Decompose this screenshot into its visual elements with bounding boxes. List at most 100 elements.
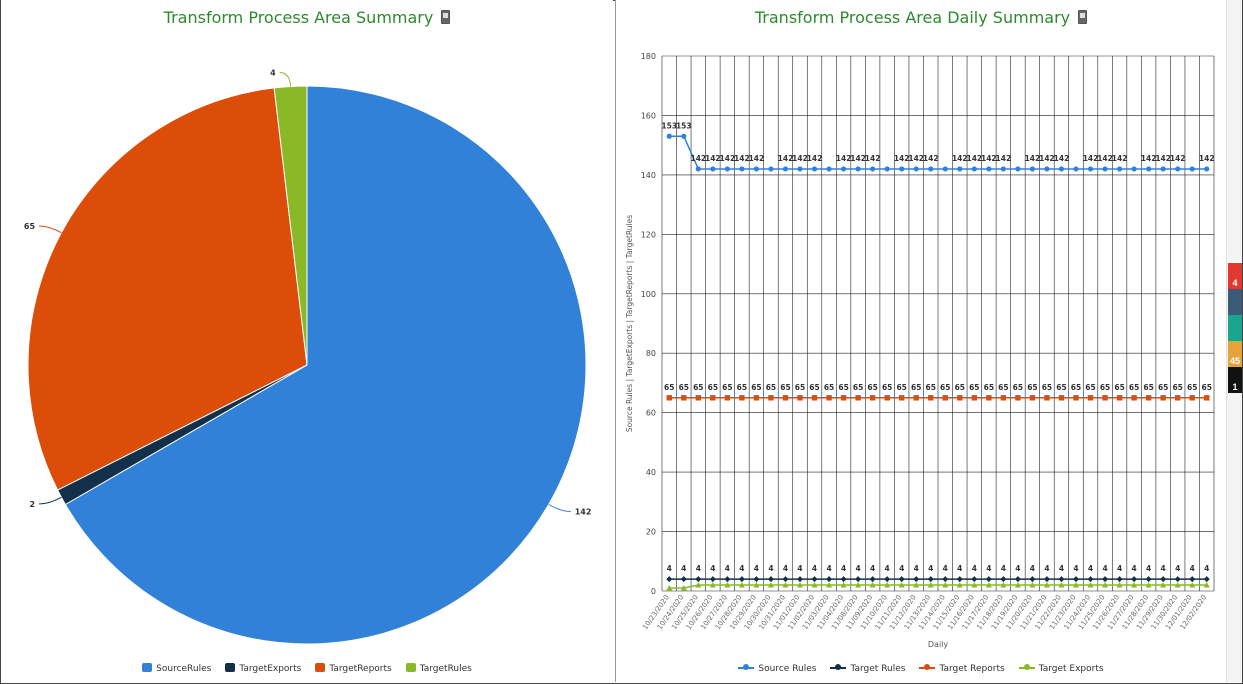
data-point[interactable] xyxy=(680,585,687,591)
data-point[interactable] xyxy=(971,576,978,583)
data-point[interactable] xyxy=(1043,582,1050,588)
data-point[interactable] xyxy=(942,582,949,588)
data-point[interactable] xyxy=(869,395,876,401)
data-point[interactable] xyxy=(1204,166,1210,172)
data-point[interactable] xyxy=(971,395,978,401)
data-point[interactable] xyxy=(1204,395,1210,401)
data-point[interactable] xyxy=(927,576,934,583)
data-point[interactable] xyxy=(1073,395,1079,401)
data-point[interactable] xyxy=(695,166,701,172)
data-point[interactable] xyxy=(1073,582,1079,588)
data-point[interactable] xyxy=(1116,576,1123,583)
legend-item[interactable]: Target Reports xyxy=(919,663,1005,674)
legend-item[interactable]: TargetExports xyxy=(225,663,301,674)
data-point[interactable] xyxy=(738,576,745,583)
data-point[interactable] xyxy=(1058,166,1065,172)
data-point[interactable] xyxy=(898,582,905,588)
data-point[interactable] xyxy=(855,576,862,583)
data-point[interactable] xyxy=(826,166,832,172)
data-point[interactable] xyxy=(1102,582,1109,588)
data-point[interactable] xyxy=(1160,582,1167,588)
data-point[interactable] xyxy=(1000,395,1007,401)
data-point[interactable] xyxy=(957,395,963,401)
data-point[interactable] xyxy=(724,582,731,588)
data-point[interactable] xyxy=(840,576,847,583)
data-point[interactable] xyxy=(1087,166,1094,172)
data-point[interactable] xyxy=(1087,582,1094,588)
data-point[interactable] xyxy=(1029,166,1036,172)
book-icon[interactable] xyxy=(1228,315,1242,341)
data-point[interactable] xyxy=(1029,395,1036,401)
data-point[interactable] xyxy=(1116,166,1123,172)
data-point[interactable] xyxy=(1015,395,1021,401)
data-point[interactable] xyxy=(971,166,977,172)
data-point[interactable] xyxy=(1116,582,1123,588)
data-point[interactable] xyxy=(710,395,716,401)
data-point[interactable] xyxy=(1175,166,1181,172)
data-point[interactable] xyxy=(899,166,905,172)
data-point[interactable] xyxy=(928,166,934,172)
data-point[interactable] xyxy=(724,395,731,401)
data-point[interactable] xyxy=(1000,166,1006,172)
data-point[interactable] xyxy=(1044,166,1050,172)
data-point[interactable] xyxy=(986,166,992,172)
data-point[interactable] xyxy=(811,582,818,588)
legend-item[interactable]: Target Rules xyxy=(830,663,905,674)
data-point[interactable] xyxy=(1160,166,1166,172)
data-point[interactable] xyxy=(1087,576,1094,583)
data-point[interactable] xyxy=(1058,395,1065,401)
gear-icon[interactable]: 45 xyxy=(1228,341,1242,367)
data-point[interactable] xyxy=(1160,576,1167,583)
data-point[interactable] xyxy=(768,395,774,401)
data-point[interactable] xyxy=(1014,576,1021,583)
data-point[interactable] xyxy=(1189,395,1195,401)
data-point[interactable] xyxy=(884,166,890,172)
data-point[interactable] xyxy=(869,582,876,588)
data-point[interactable] xyxy=(709,582,716,588)
data-point[interactable] xyxy=(811,166,818,172)
data-point[interactable] xyxy=(1131,582,1138,588)
data-point[interactable] xyxy=(753,576,760,583)
data-point[interactable] xyxy=(1174,582,1181,588)
data-point[interactable] xyxy=(1145,395,1152,401)
data-point[interactable] xyxy=(768,166,774,172)
data-point[interactable] xyxy=(811,576,818,583)
data-point[interactable] xyxy=(1131,166,1137,172)
data-point[interactable] xyxy=(681,395,687,401)
data-point[interactable] xyxy=(1102,576,1109,583)
data-point[interactable] xyxy=(1203,582,1210,588)
data-point[interactable] xyxy=(913,582,920,588)
data-point[interactable] xyxy=(826,576,833,583)
data-point[interactable] xyxy=(1000,576,1007,583)
data-point[interactable] xyxy=(1116,395,1123,401)
data-point[interactable] xyxy=(898,395,905,401)
data-point[interactable] xyxy=(797,395,803,401)
data-point[interactable] xyxy=(1189,582,1196,588)
data-point[interactable] xyxy=(782,166,789,172)
data-point[interactable] xyxy=(782,395,789,401)
data-point[interactable] xyxy=(767,576,774,583)
data-point[interactable] xyxy=(985,576,992,583)
data-point[interactable] xyxy=(1189,576,1196,583)
data-point[interactable] xyxy=(840,166,847,172)
data-point[interactable] xyxy=(927,582,934,588)
data-point[interactable] xyxy=(870,166,876,172)
data-point[interactable] xyxy=(724,576,731,583)
data-point[interactable] xyxy=(884,395,890,401)
data-point[interactable] xyxy=(1102,166,1108,172)
data-point[interactable] xyxy=(840,582,847,588)
data-point[interactable] xyxy=(767,582,774,588)
data-point[interactable] xyxy=(884,582,891,588)
data-point[interactable] xyxy=(1160,395,1166,401)
data-point[interactable] xyxy=(1058,576,1065,583)
data-point[interactable] xyxy=(695,582,702,588)
data-point[interactable] xyxy=(666,576,673,583)
legend-item[interactable]: SourceRules xyxy=(142,663,211,674)
data-point[interactable] xyxy=(1146,166,1152,172)
data-point[interactable] xyxy=(1189,166,1195,172)
data-point[interactable] xyxy=(913,395,919,401)
data-point[interactable] xyxy=(710,166,716,172)
data-point[interactable] xyxy=(855,582,862,588)
data-point[interactable] xyxy=(1203,576,1210,583)
data-point[interactable] xyxy=(1131,576,1138,583)
